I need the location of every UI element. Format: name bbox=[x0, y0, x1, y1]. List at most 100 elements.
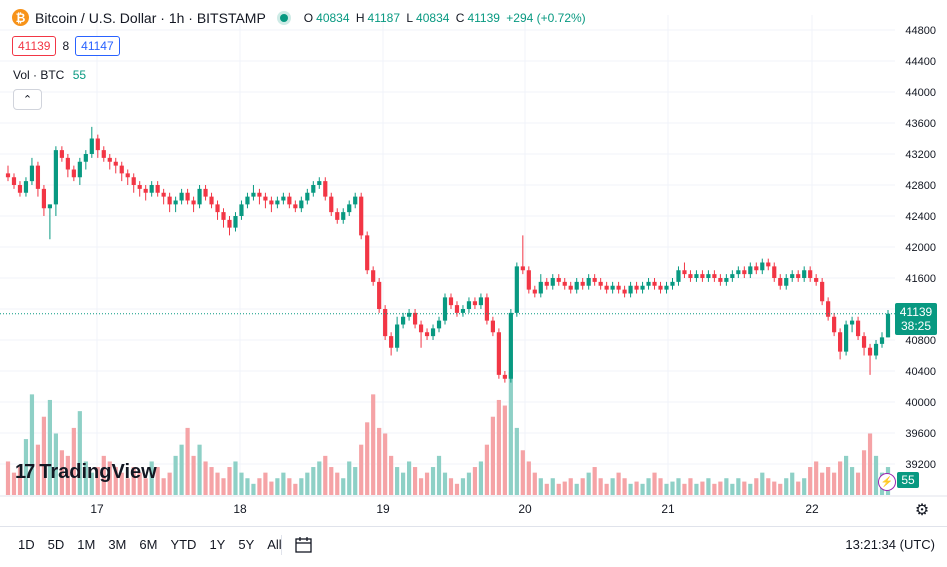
collapse-chevron-icon[interactable]: ⌃ bbox=[13, 89, 42, 110]
price-tick-label: 40800 bbox=[905, 335, 936, 347]
candle-body bbox=[442, 297, 448, 321]
volume-bar bbox=[436, 455, 442, 495]
volume-bar bbox=[293, 483, 298, 495]
candle-body bbox=[11, 177, 17, 185]
candle-body bbox=[586, 278, 591, 286]
candle-body bbox=[179, 192, 184, 201]
lightning-bolt-icon[interactable]: ⚡ bbox=[878, 473, 896, 491]
price-tick-label: 40400 bbox=[905, 366, 936, 378]
volume-bar bbox=[772, 481, 777, 495]
volume-bar bbox=[281, 472, 286, 495]
range-1y-button[interactable]: 1Y bbox=[209, 537, 226, 552]
price-tick-label: 43600 bbox=[905, 118, 936, 130]
volume-legend[interactable]: Vol · BTC 55 bbox=[13, 68, 86, 82]
candle-body bbox=[203, 188, 208, 197]
volume-bar bbox=[269, 481, 274, 495]
volume-bar bbox=[377, 427, 382, 495]
candle-body bbox=[814, 278, 819, 282]
volume-bar bbox=[119, 472, 124, 495]
volume-bar bbox=[335, 472, 340, 495]
volume-bar bbox=[383, 433, 388, 495]
range-6m-button[interactable]: 6M bbox=[139, 537, 158, 552]
last-price-label: 41139 38:25 bbox=[895, 303, 937, 335]
volume-bar bbox=[161, 478, 166, 495]
volume-bar bbox=[592, 467, 597, 495]
candle-body bbox=[377, 281, 382, 309]
price-axis[interactable]: 44800 44400 44000 43600 43200 42800 42400 42000… bbox=[905, 25, 936, 471]
candle-body bbox=[131, 177, 136, 185]
volume-bar bbox=[844, 455, 849, 495]
volume-bar bbox=[143, 478, 148, 495]
range-ytd-button[interactable]: YTD bbox=[170, 537, 197, 552]
tradingview-logo-icon: 17 bbox=[15, 461, 35, 483]
candle-body bbox=[125, 173, 130, 178]
candle-body bbox=[59, 150, 64, 158]
volume-bar bbox=[311, 467, 316, 495]
ask-button[interactable]: 41147 bbox=[75, 36, 120, 56]
volume-bar bbox=[646, 478, 651, 495]
range-all-button[interactable]: All bbox=[267, 537, 282, 552]
candle-body bbox=[802, 270, 807, 278]
candle-body bbox=[646, 281, 651, 286]
calendar-range-icon[interactable] bbox=[294, 535, 314, 555]
candle-body bbox=[694, 274, 699, 278]
candle-body bbox=[293, 204, 298, 209]
volume-bar bbox=[53, 433, 58, 495]
candle-body bbox=[5, 173, 11, 178]
candle-body bbox=[772, 266, 777, 278]
candle-body bbox=[484, 297, 490, 321]
volume-bar bbox=[191, 455, 196, 495]
volume-bar bbox=[867, 433, 873, 495]
volume-bar bbox=[299, 478, 304, 495]
volume-bar bbox=[389, 455, 394, 495]
volume-bar bbox=[341, 478, 346, 495]
range-1m-button[interactable]: 1M bbox=[77, 537, 96, 552]
settings-gear-icon[interactable]: ⚙ bbox=[914, 502, 930, 519]
candle-body bbox=[670, 281, 675, 286]
candle-body bbox=[867, 347, 873, 356]
volume-bar bbox=[814, 461, 819, 495]
candle-body bbox=[760, 262, 765, 271]
price-tick-label: 44000 bbox=[905, 87, 936, 99]
volume-bar bbox=[562, 481, 567, 495]
volume-bar bbox=[412, 467, 418, 495]
volume-bar bbox=[239, 472, 244, 495]
utc-clock[interactable]: 13:21:34 (UTC) bbox=[845, 537, 935, 552]
bitcoin-logo-icon: ₿ bbox=[12, 9, 29, 26]
candle-body bbox=[604, 285, 609, 290]
candlestick-chart[interactable]: 44800 44400 44000 43600 43200 42800 42400 42000… bbox=[0, 0, 947, 526]
candle-body bbox=[885, 313, 891, 338]
volume-bar bbox=[796, 481, 801, 495]
range-5d-button[interactable]: 5D bbox=[47, 537, 65, 552]
range-1d-button[interactable]: 1D bbox=[18, 537, 35, 552]
candle-body bbox=[406, 312, 412, 317]
candle-body bbox=[155, 185, 160, 193]
candle-body bbox=[790, 274, 795, 278]
volume-bar bbox=[101, 455, 106, 495]
volume-bar bbox=[664, 483, 669, 495]
volume-bar bbox=[760, 472, 765, 495]
candle-body bbox=[389, 336, 394, 348]
candle-body bbox=[724, 278, 729, 282]
candle-body bbox=[784, 278, 789, 286]
volume-bar bbox=[802, 478, 807, 495]
price-tick-label: 42800 bbox=[905, 180, 936, 192]
bid-button[interactable]: 41139 bbox=[12, 36, 57, 56]
range-3m-button[interactable]: 3M bbox=[108, 537, 127, 552]
candle-body bbox=[610, 285, 615, 290]
candle-body bbox=[209, 196, 214, 205]
candle-body bbox=[879, 337, 885, 344]
range-5y-button[interactable]: 5Y bbox=[238, 537, 255, 552]
volume-bar bbox=[227, 467, 232, 495]
time-axis[interactable]: 17 18 19 20 21 22 bbox=[90, 502, 819, 516]
volume-bar bbox=[508, 372, 513, 495]
volume-bar bbox=[173, 455, 178, 495]
volume-bar bbox=[113, 467, 118, 495]
volume-bar bbox=[873, 455, 879, 495]
candle-body bbox=[221, 212, 226, 220]
symbol-title[interactable]: Bitcoin / U.S. Dollar · 1h · BITSTAMP bbox=[35, 9, 266, 26]
volume-bar bbox=[658, 478, 663, 495]
candle-body bbox=[448, 297, 454, 306]
volume-bar bbox=[736, 478, 741, 495]
candle-body bbox=[742, 270, 747, 275]
